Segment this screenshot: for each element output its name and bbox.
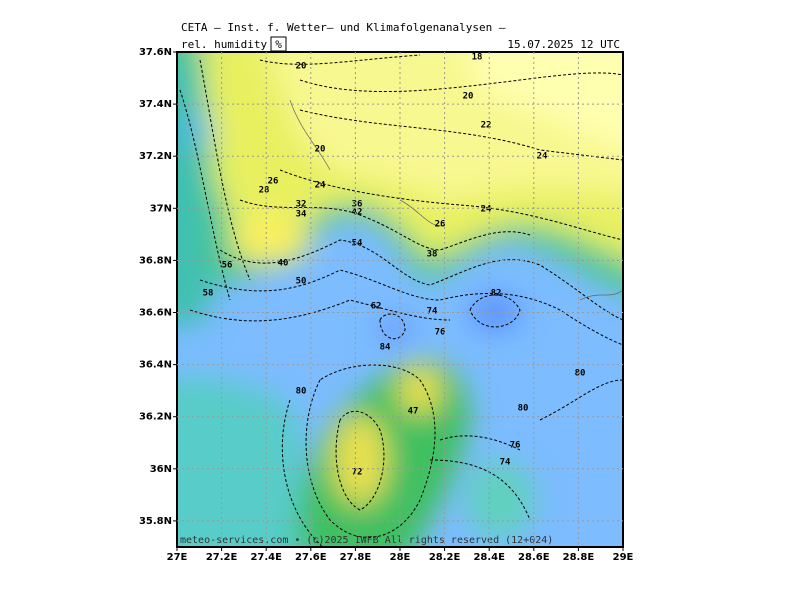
contour-label: 22 — [481, 121, 492, 131]
contour-label: 20 — [296, 62, 307, 72]
contour-label: 26 — [268, 177, 279, 187]
contour-label: 34 — [296, 210, 307, 220]
contour-label: 32 — [296, 200, 307, 210]
lon-label: 27E — [167, 552, 188, 563]
contour-label: 20 — [463, 92, 474, 102]
contour-label: 58 — [203, 289, 214, 299]
lat-label: 37.4N — [139, 99, 172, 110]
lon-label: 29E — [613, 552, 634, 563]
lon-label: 27.2E — [206, 552, 238, 563]
credit: meteo-services.com • (c)2025 IWFB All ri… — [180, 535, 553, 546]
lat-label: 36.8N — [139, 255, 172, 266]
contour-label: 76 — [435, 328, 446, 338]
contour-label: 54 — [352, 239, 363, 249]
unit: % — [275, 38, 282, 51]
contour-label: 20 — [315, 145, 326, 155]
lat-label: 36N — [150, 464, 172, 475]
lon-label: 28E — [390, 552, 411, 563]
lat-label: 37.6N — [139, 47, 172, 58]
contour-label: 36 — [352, 200, 363, 210]
lon-label: 28.6E — [518, 552, 550, 563]
lon-label: 27.8E — [340, 552, 372, 563]
contour-label: 38 — [427, 250, 438, 260]
contour-label: 40 — [278, 259, 289, 269]
lon-label: 28.8E — [563, 552, 595, 563]
contour-label: 26 — [435, 220, 446, 230]
contour-label: 72 — [352, 468, 363, 478]
lon-label: 27.4E — [250, 552, 282, 563]
lat-label: 37.2N — [139, 151, 172, 162]
lat-label: 36.2N — [139, 412, 172, 423]
lat-label: 36.4N — [139, 360, 172, 371]
axes: 37.6N 37.4N 37.2N 37N 36.8N 36.6N 36.4N 36.2N 36… — [139, 47, 634, 563]
contour-label: 82 — [491, 289, 502, 299]
contour-label: 74 — [427, 307, 438, 317]
contour-label: 28 — [259, 186, 270, 196]
lon-label: 28.4E — [473, 552, 505, 563]
contour-label: 50 — [296, 277, 307, 287]
contour-label: 80 — [575, 369, 586, 379]
contour-label: 84 — [380, 343, 391, 353]
lat-label: 35.8N — [139, 516, 172, 527]
lat-label: 36.6N — [139, 308, 172, 319]
field-name: rel. humidity — [181, 38, 267, 51]
contour-label: 74 — [500, 458, 511, 468]
contour-label: 47 — [408, 407, 419, 417]
contour-label: 18 — [472, 53, 483, 63]
lon-label: 28.2E — [429, 552, 461, 563]
contour-label: 62 — [371, 302, 382, 312]
title: CETA – Inst. f. Wetter– und Klimafolgena… — [181, 21, 506, 34]
lat-label: 37N — [150, 203, 172, 214]
contour-label: 80 — [296, 387, 307, 397]
contour-label: 56 — [222, 261, 233, 271]
contour-label: 24 — [315, 181, 326, 191]
contour-label: 80 — [518, 404, 529, 414]
lon-label: 27.6E — [295, 552, 327, 563]
contour-label: 42 — [352, 208, 363, 218]
contour-labels: 18 20 20 22 24 26 20 28 24 24 26 32 34 3… — [203, 53, 586, 478]
valid-time: 15.07.2025 12 UTC — [507, 38, 620, 51]
contour-label: 24 — [481, 205, 492, 215]
contour-label: 76 — [510, 441, 521, 451]
